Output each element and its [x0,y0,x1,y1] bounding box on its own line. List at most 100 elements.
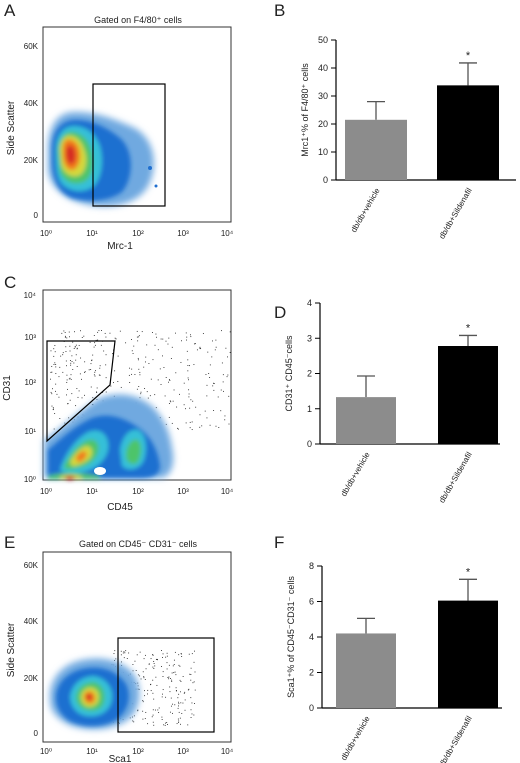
flow-e-event-dot [161,719,163,720]
flow-e-event-dot [169,711,171,713]
flow-c-event-dot [62,371,64,373]
flow-c-event-dot [91,359,93,361]
flow-e-ytick-2: 40K [24,617,39,626]
flow-c-event-dot [138,368,140,370]
flow-c-event-dot [81,397,83,399]
flow-e-event-dot [173,672,175,674]
flow-c-event-dot [50,371,52,373]
flow-c-event-dot [187,365,189,366]
flow-e-event-dot [175,674,177,676]
flow-e-ytick-1: 20K [24,674,39,683]
flow-c-event-dot [205,374,207,376]
flow-c-event-dot [112,382,114,384]
flow-e-event-dot [142,718,144,720]
flow-c-event-dot [154,394,156,396]
flow-c-event-dot [65,346,67,348]
flow-c-ytick-0: 10⁰ [24,475,36,484]
flow-c-event-dot [115,338,117,340]
flow-c-event-dot [227,374,229,376]
flow-c-event-dot [66,394,67,396]
bar-d-ytick-label: 0 [307,439,312,449]
flow-a-xtick-2: 10² [132,229,144,238]
flow-e-event-dot [170,705,172,707]
flow-c-xtick-3: 10³ [177,487,189,496]
flow-e-event-dot [189,673,191,675]
flow-e-event-dot [145,711,147,713]
flow-c-event-dot [92,397,94,399]
flow-e-event-dot [181,653,182,655]
flow-c-event-dot [98,330,100,332]
flow-c-event-dot [144,361,146,363]
flow-c-event-dot [171,346,173,348]
flow-e-event-dot [193,661,195,663]
flow-c-event-dot [175,372,177,374]
flow-c-event-dot [81,337,83,338]
flow-e-event-dot [148,663,150,665]
bar-b-ylabel: Mrc1⁺% of F4/80⁺ cells [300,63,310,157]
flow-e-event-dot [179,679,181,681]
flow-c-event-dot [64,332,66,334]
flow-c-event-dot [114,370,116,372]
flow-e-event-dot [162,671,164,673]
flow-e-event-dot [165,696,167,698]
flow-e-event-dot [176,723,178,725]
flow-c-event-dot [50,350,52,352]
flow-e-event-dot [150,690,152,692]
flow-a-xtick-3: 10³ [177,229,189,238]
flow-c-event-dot [160,384,162,385]
flow-e-event-dot [190,697,192,699]
flow-c-event-dot [53,348,55,350]
flow-e-event-dot [165,722,166,724]
flow-c-event-dot [129,382,131,383]
flow-e-event-dot [166,668,168,670]
flow-c-event-dot [97,339,99,341]
flow-c-event-dot [140,393,142,395]
flow-c-event-dot [84,394,86,396]
flow-e-xtick-4: 10⁴ [221,747,234,756]
flow-c-event-dot [70,374,72,376]
flow-e-event-dot [175,687,177,689]
flow-c-event-dot [95,339,97,341]
flow-c-event-dot [75,354,77,356]
flow-c-event-dot [168,416,170,418]
flow-e-event-dot [188,688,190,690]
flow-e-event-dot [161,666,163,667]
flow-e-xtick-2: 10² [132,747,144,756]
flow-c-event-dot [75,346,76,348]
flow-c-event-dot [52,388,53,390]
flow-e-event-dot [182,702,184,704]
flow-c-event-dot [89,341,91,343]
flow-c-event-dot [76,348,78,350]
flow-c-event-dot [213,383,215,385]
flow-c-event-dot [75,344,77,346]
flow-a-xlabel: Mrc-1 [107,241,133,252]
flow-c-event-dot [200,348,202,350]
flow-e-event-dot [162,693,163,695]
flow-e-xtick-0: 10⁰ [40,747,52,756]
flow-c-event-dot [191,421,193,423]
flow-c-event-dot [75,405,77,407]
flow-c-event-dot [160,338,162,340]
flow-c-event-dot [83,335,85,337]
flow-c-event-dot [114,337,116,339]
flow-c-event-dot [229,331,231,333]
flow-e-event-dot [124,652,126,654]
flow-e-event-dot [184,699,186,701]
flow-e-event-dot [140,678,142,680]
flow-e-event-dot [191,702,193,704]
flow-e-event-dot [142,671,144,673]
flow-e-event-dot [182,676,184,677]
flow-e-yticks: 0 20K 40K 60K [24,561,39,738]
flow-c-event-dot [71,355,73,357]
flow-c-event-dot [165,377,167,378]
flow-c-event-dot [225,347,227,349]
flow-e-event-dot [184,691,186,693]
flow-c-event-dot [73,348,75,349]
flow-c-event-dot [170,401,172,403]
flow-e-event-dot [178,721,180,723]
flow-c-event-dot [79,373,81,375]
flow-c-event-dot [131,350,133,352]
flow-c-event-dot [53,408,54,410]
flow-a-gate [92,83,166,207]
flow-c-event-dot [186,336,188,338]
